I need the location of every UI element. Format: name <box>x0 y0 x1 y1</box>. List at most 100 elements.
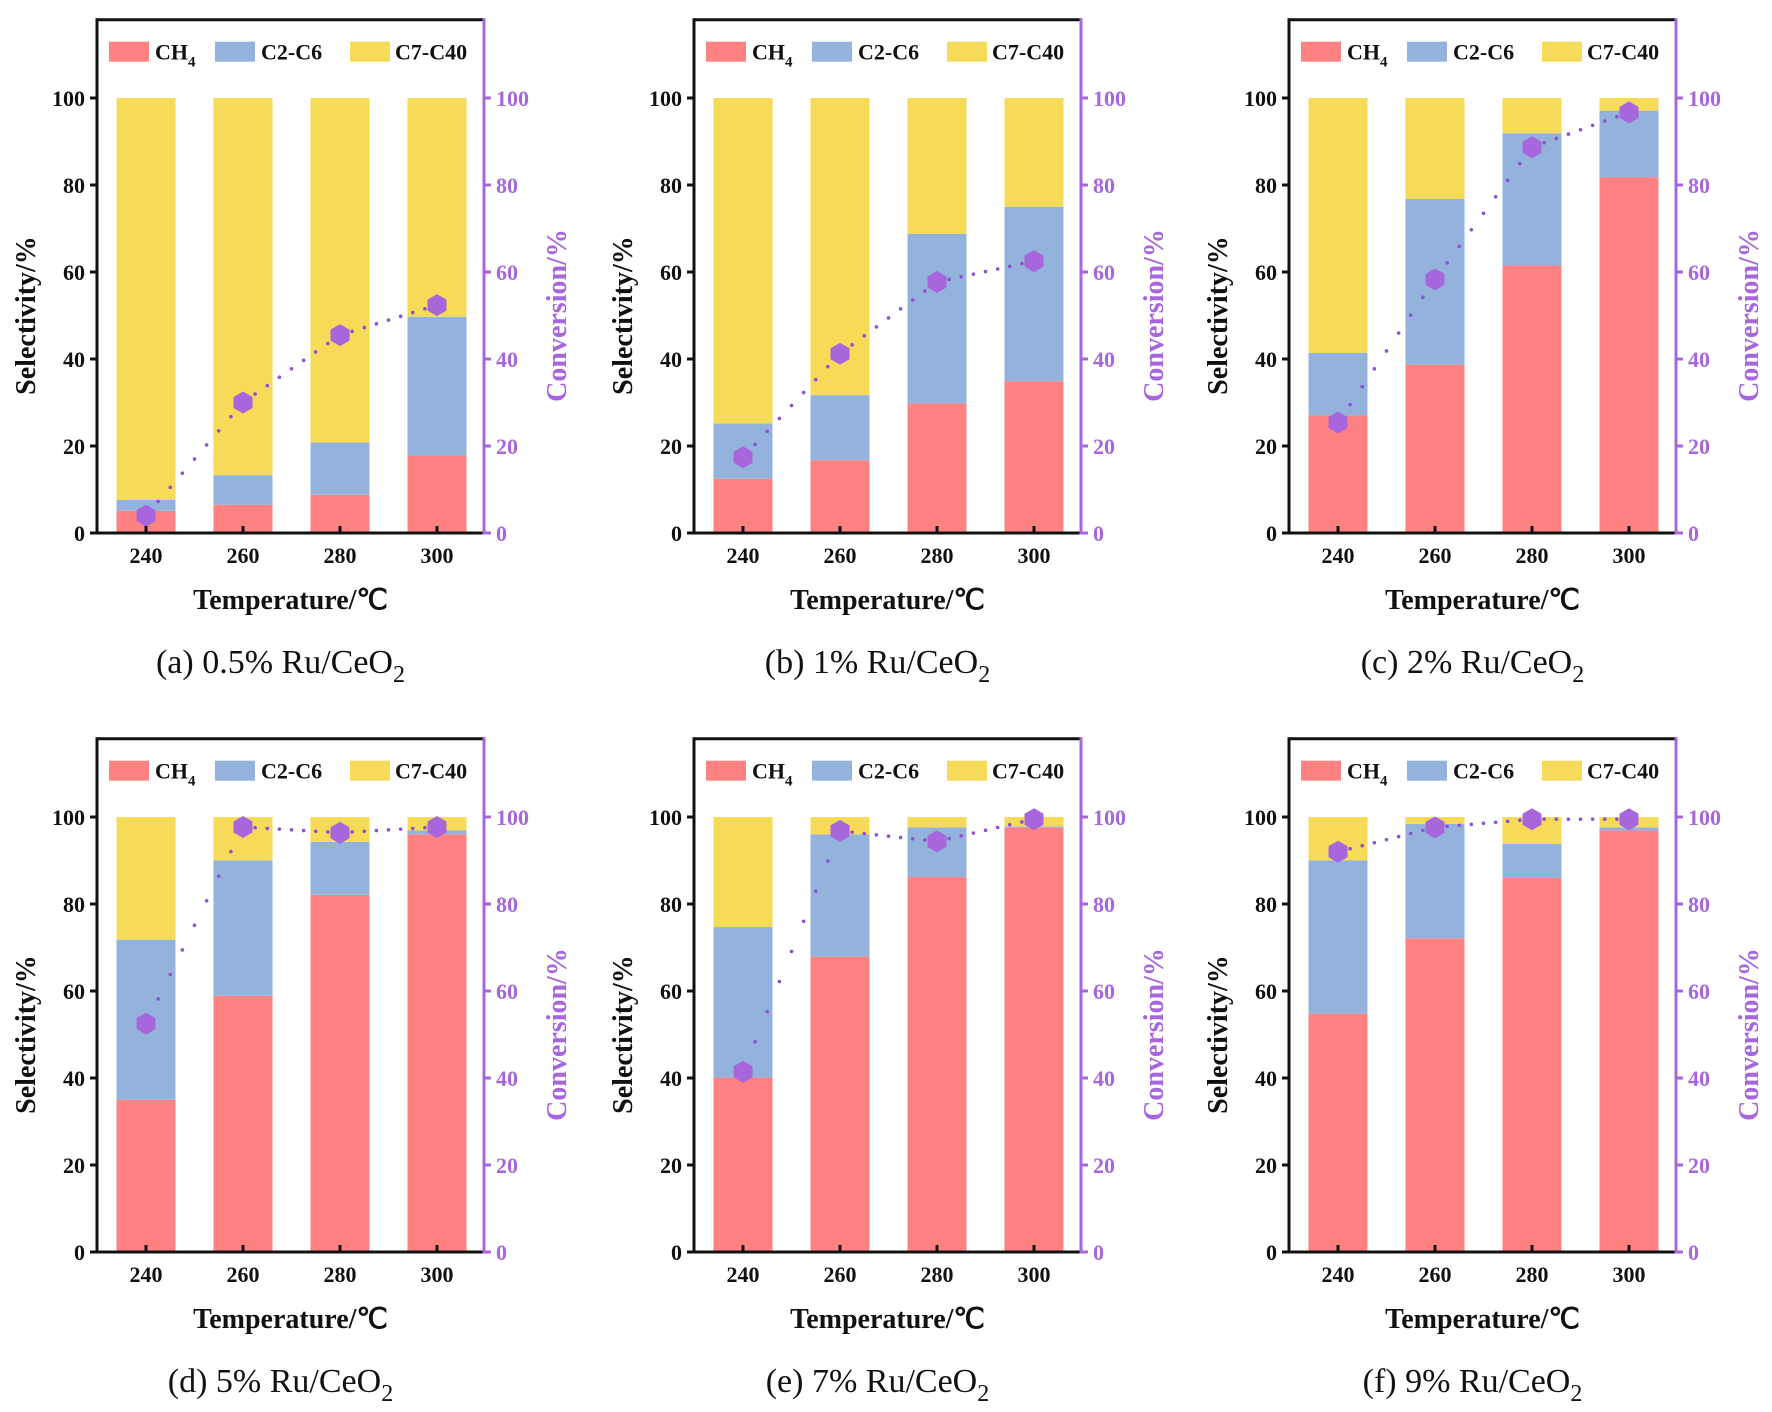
legend-label-subscript: 4 <box>1380 55 1388 71</box>
legend-label-c2-c6: C2-C6 <box>858 40 919 65</box>
conversion-dot <box>983 828 988 833</box>
conversion-dot <box>971 831 976 835</box>
bar-c7-c40-300 <box>1004 98 1064 207</box>
bar-ch4-300 <box>1599 830 1659 1252</box>
conversion-dot <box>1348 402 1352 407</box>
legend-swatch-c2-c6 <box>215 41 255 62</box>
bar-c7-c40-280 <box>1502 98 1562 134</box>
bar-c2-c6-280 <box>907 233 967 404</box>
x-tick-label: 300 <box>421 543 454 568</box>
conversion-dot <box>1481 211 1486 216</box>
y-tick-label-left: 100 <box>52 86 85 111</box>
y-axis-title-left: Selectivity/% <box>11 955 42 1114</box>
legend-label-ch4: CH4 <box>155 40 196 71</box>
y-tick-label-left: 100 <box>649 86 682 111</box>
y-tick-label-left: 20 <box>1255 434 1277 459</box>
conversion-dot <box>350 830 354 834</box>
legend: CH4 C2-C6 C7-C40 <box>1301 40 1659 71</box>
panel-caption: (e) 7% Ru/CeO2 <box>766 1363 990 1407</box>
legend-label-text: CH <box>752 40 785 65</box>
bar-ch4-300 <box>1004 827 1064 1252</box>
bar-ch4-240 <box>1308 415 1368 533</box>
y-tick-label-left: 0 <box>74 1240 85 1265</box>
conversion-dot <box>1566 817 1571 821</box>
legend-label-c7-c40: C7-C40 <box>395 759 467 784</box>
conversion-dot <box>1542 817 1546 821</box>
legend-label-text: CH <box>1347 40 1380 65</box>
y-tick-label-left: 100 <box>1244 805 1277 830</box>
bar-ch4-300 <box>1004 381 1064 533</box>
bar-c2-c6-240 <box>1308 352 1368 416</box>
conversion-dot <box>410 826 415 831</box>
chart-panel-d: 0 0 20 20 40 40 60 60 80 80 100 100 240 260 280 300 Temp… <box>11 737 573 1407</box>
legend-label-ch4: CH4 <box>155 759 196 790</box>
conversion-dot <box>1421 295 1425 300</box>
conversion-dot <box>1360 843 1365 848</box>
y-tick-label-right: 100 <box>1093 86 1126 111</box>
conversion-dot <box>1469 822 1474 827</box>
panel-caption: (d) 5% Ru/CeO2 <box>168 1363 393 1407</box>
x-tick-label: 240 <box>1322 1262 1355 1287</box>
panel-caption-subscript: 2 <box>393 662 405 688</box>
conversion-dot <box>1505 178 1510 183</box>
conversion-marker-260 <box>233 816 253 838</box>
y-axis-title-right: Conversion/% <box>1139 948 1170 1121</box>
panel-caption-subscript: 2 <box>1570 1381 1582 1407</box>
bar-ch4-300 <box>1599 177 1659 534</box>
conversion-dot <box>423 825 427 830</box>
y-axis-title-right: Conversion/% <box>1734 948 1765 1121</box>
conversion-dot <box>216 428 221 433</box>
bar-c7-c40-240 <box>1308 98 1368 353</box>
panel-caption-text: (a) 0.5% Ru/CeO <box>156 644 393 681</box>
y-tick-label-left: 20 <box>660 1153 682 1178</box>
conversion-marker-240 <box>1328 411 1348 434</box>
conversion-dot <box>313 829 318 834</box>
conversion-dot <box>947 836 951 841</box>
legend-label-c2-c6: C2-C6 <box>261 759 322 784</box>
y-tick-label-left: 20 <box>63 434 85 459</box>
conversion-dot <box>289 828 294 832</box>
legend-label-text: C7-C40 <box>1587 759 1659 784</box>
y-tick-label-right: 20 <box>1093 434 1115 459</box>
legend-label-text: CH <box>1347 759 1380 784</box>
y-tick-label-right: 40 <box>1093 1066 1115 1091</box>
conversion-dot <box>1348 846 1352 851</box>
conversion-marker-300 <box>1619 101 1639 124</box>
legend-label-text: C7-C40 <box>992 40 1064 65</box>
y-axis-title-left: Selectivity/% <box>608 236 639 395</box>
bar-c7-c40-280 <box>310 98 370 443</box>
bar-c7-c40-280 <box>907 817 967 828</box>
x-tick-label: 300 <box>1613 543 1646 568</box>
y-tick-label-right: 80 <box>496 173 518 198</box>
conversion-dot <box>1384 349 1389 353</box>
conversion-dot <box>1007 264 1012 269</box>
bar-c2-c6-300 <box>407 316 467 456</box>
conversion-dot <box>180 471 185 475</box>
conversion-dot <box>168 485 173 490</box>
conversion-dot <box>301 358 306 363</box>
conversion-dot <box>326 341 330 346</box>
conversion-dot <box>1396 331 1401 335</box>
y-tick-label-left: 80 <box>1255 892 1277 917</box>
bar-c2-c6-280 <box>310 442 370 495</box>
conversion-dot <box>277 827 282 831</box>
conversion-dot <box>959 274 964 279</box>
conversion-dot <box>862 831 867 836</box>
conversion-dot <box>862 334 867 338</box>
conversion-dot <box>850 343 854 347</box>
x-axis-title: Temperature/℃ <box>1385 1304 1580 1335</box>
x-tick-label: 240 <box>1322 543 1355 568</box>
conversion-dot <box>180 948 185 952</box>
legend-swatch-ch4 <box>109 41 149 62</box>
conversion-dot <box>813 377 818 382</box>
panel-caption-text: (f) 9% Ru/CeO <box>1363 1363 1571 1400</box>
legend-swatch-c2-c6 <box>812 41 852 62</box>
x-tick-label: 260 <box>227 1262 260 1287</box>
conversion-dot <box>898 835 903 840</box>
legend-swatch-c2-c6 <box>1407 41 1447 62</box>
conversion-dot <box>192 923 197 928</box>
conversion-dot <box>923 838 927 842</box>
legend-label-text: C2-C6 <box>261 40 322 65</box>
conversion-dot <box>850 830 854 835</box>
conversion-dot <box>1408 831 1413 836</box>
